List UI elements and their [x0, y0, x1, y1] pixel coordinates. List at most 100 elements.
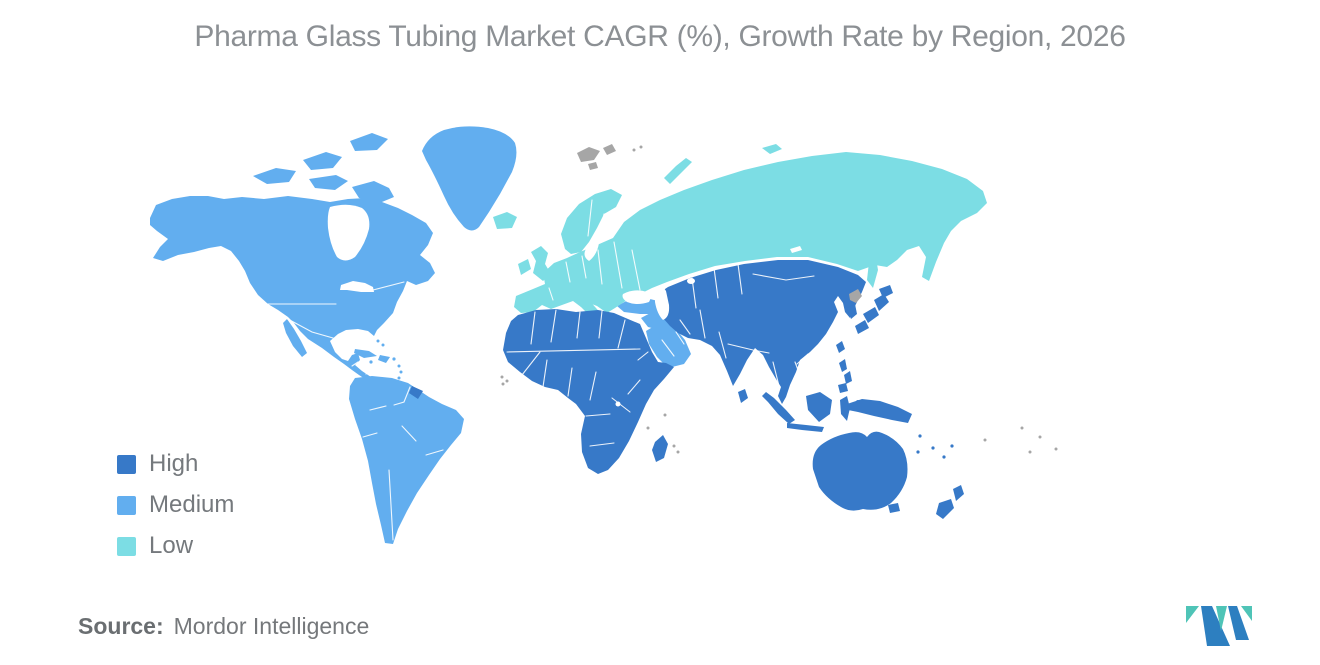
border-line [567, 367, 573, 397]
region-australia [812, 431, 908, 511]
region-cape-verde [500, 375, 504, 379]
caspian-sea [655, 286, 670, 320]
border-line [691, 277, 697, 309]
border-line [772, 361, 780, 387]
legend-label-high: High [149, 450, 199, 477]
region-indian-ocean-island [676, 450, 680, 454]
region-sulawesi [840, 396, 850, 421]
region-asia [658, 260, 866, 404]
region-iceland [493, 212, 517, 229]
country-borders-group [239, 199, 815, 541]
legend-swatch-high [117, 454, 136, 474]
logo-blue-shape [1228, 606, 1249, 640]
region-java [787, 423, 824, 432]
region-arctic-island [303, 152, 342, 170]
hudson-bay [327, 204, 370, 261]
region-pacific-island [1028, 450, 1032, 454]
border-line [727, 343, 770, 354]
border-line [565, 261, 571, 283]
region-moluccas [862, 408, 866, 412]
region-bahamas [376, 339, 380, 343]
lakes-seas-group [327, 204, 802, 407]
border-line [718, 331, 727, 359]
border-line [794, 361, 802, 379]
region-antilles [397, 376, 401, 380]
region-united-kingdom [531, 246, 551, 281]
logo-blue-shape [1201, 606, 1230, 646]
page-title: Pharma Glass Tubing Market CAGR (%), Gro… [194, 20, 1126, 53]
region-arctic-island [309, 175, 348, 190]
aral-sea [687, 278, 695, 284]
mordor-intelligence-logo [1186, 606, 1252, 646]
region-sakhalin [867, 258, 878, 288]
regions-medium-group [150, 126, 691, 544]
region-cuba [354, 349, 377, 358]
region-pacific-island [1054, 447, 1058, 451]
region-severnaya-zemlya [762, 144, 782, 154]
region-baffin-island [352, 181, 394, 204]
region-japan-hokkaido [879, 285, 893, 298]
border-line [388, 469, 394, 541]
border-line [599, 213, 605, 241]
region-melanesia [916, 450, 920, 454]
region-melanesia [950, 444, 954, 448]
region-japan-honshu [874, 294, 889, 311]
region-north-korea [849, 289, 862, 303]
border-line [631, 249, 641, 291]
border-line [597, 249, 603, 285]
region-new-guinea [847, 399, 912, 423]
region-indian-ocean-island [672, 444, 676, 448]
border-line [637, 351, 649, 361]
border-line [530, 311, 536, 345]
regions-no-data-group [500, 144, 1058, 454]
region-novaya-zemlya [664, 158, 692, 184]
region-philippines [839, 359, 847, 372]
legend-label-low: Low [149, 532, 194, 559]
border-line [617, 319, 626, 349]
region-tasmania [888, 503, 900, 513]
region-franz-josef [639, 145, 643, 149]
region-svalbard [603, 144, 616, 155]
border-line [521, 351, 541, 376]
region-pacific-island [1020, 426, 1024, 430]
region-jamaica [369, 360, 373, 364]
region-madagascar [652, 435, 668, 462]
great-lakes [340, 281, 374, 292]
border-line [369, 405, 387, 411]
legend: High Medium Low [117, 452, 234, 575]
lake-baikal [790, 246, 802, 253]
border-line [576, 311, 581, 339]
border-line [365, 368, 373, 375]
border-line [285, 317, 334, 339]
border-line [351, 361, 359, 367]
region-sumatra [762, 392, 795, 424]
region-indian-ocean-island [646, 426, 650, 430]
region-philippines [844, 371, 852, 384]
border-line [581, 255, 587, 279]
region-new-zealand-south [936, 499, 954, 519]
region-new-zealand-north [953, 485, 964, 501]
region-moluccas [856, 400, 860, 404]
regions-high-group [409, 260, 964, 519]
border-line [611, 397, 631, 413]
regions-low-group [493, 144, 987, 325]
region-pacific-island [983, 438, 987, 442]
legend-item-low: Low [117, 534, 234, 558]
region-arabian-peninsula [646, 322, 691, 368]
region-sri-lanka [738, 389, 748, 403]
region-puerto-rico [392, 357, 396, 361]
border-line [401, 425, 417, 442]
region-svalbard [588, 162, 598, 170]
region-melanesia [918, 434, 922, 438]
legend-swatch-low [117, 536, 136, 556]
region-melanesia [931, 446, 935, 450]
border-line [372, 281, 405, 291]
border-line [613, 241, 623, 289]
baltic-sea [584, 242, 599, 261]
region-borneo [806, 392, 832, 422]
legend-label-medium: Medium [149, 491, 235, 518]
region-french-guiana [409, 386, 423, 399]
border-line [752, 273, 815, 281]
